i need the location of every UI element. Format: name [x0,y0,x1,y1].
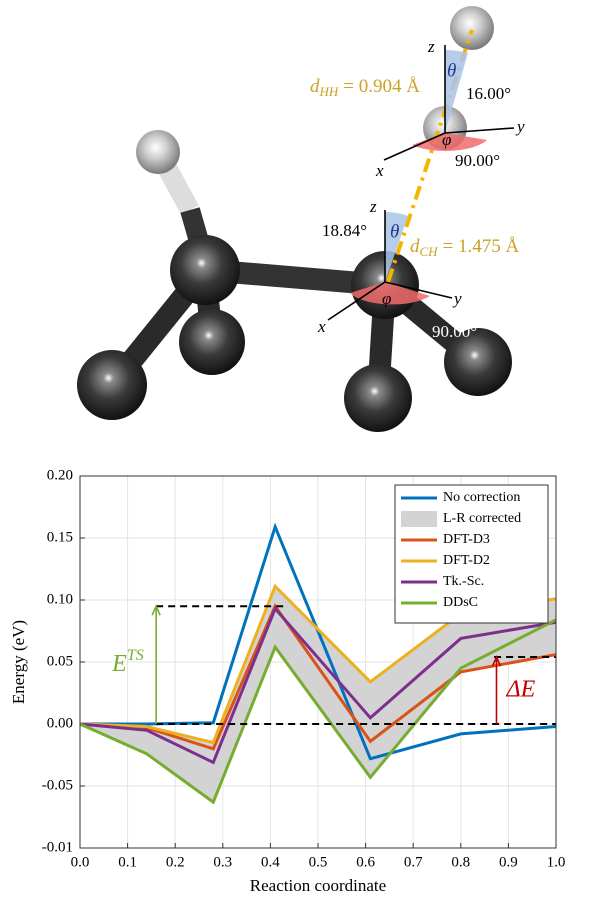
phi-label: φ [442,130,451,149]
value: = 1.475 Å [443,236,520,257]
axis [327,281,386,321]
atom [344,364,412,432]
annotation: ΔE [506,676,536,702]
theta-label: θ [390,221,399,242]
axis [383,132,446,161]
atom [450,6,494,50]
axis [384,281,453,299]
label: E [111,651,127,677]
y-tick-label: 0.10 [47,591,73,607]
atom [179,309,245,375]
legend [394,484,549,624]
legend-label: Tk.-Sc. [443,574,484,589]
x-tick-label: 0.2 [166,854,185,870]
series-line [80,522,557,761]
x-tick-label: 0.9 [499,854,518,870]
distance-label: dHH = 0.904 Å [310,76,420,99]
x-tick-label: 0.5 [309,854,328,870]
y-tick-label: 0.20 [47,467,73,483]
x-tick-label: 0.0 [71,854,90,870]
angle-label: 90.00° [455,151,500,170]
axis-label: z [427,37,435,56]
distance-label: dCH = 1.475 Å [410,236,520,259]
phi-wedge [350,282,430,305]
theta-wedge [385,212,408,282]
x-tick-label: 0.6 [356,854,375,870]
atom [77,350,147,420]
axis-label: z [369,197,377,216]
y-tick-label: -0.01 [42,839,73,855]
y-axis-label: Energy (eV) [9,620,28,704]
x-axis-label: Reaction coordinate [250,876,386,895]
subscript: CH [420,244,439,259]
legend-label: DFT-D3 [443,532,490,547]
phi-wedge [412,133,487,152]
x-tick-label: 0.3 [213,854,232,870]
atom [136,130,180,174]
legend-label: DDsC [443,595,478,610]
symbol: d [410,236,420,257]
y-tick-label: 0.15 [47,529,73,545]
band [80,586,556,803]
legend-label: L-R corrected [443,511,521,526]
superscript: TS [127,647,144,664]
y-tick-label: 0.00 [47,715,73,731]
x-tick-label: 1.0 [547,854,566,870]
angle-label: 18.84° [322,221,367,240]
axis-label: x [317,317,326,336]
angle-label: 90.00° [432,322,477,341]
axis-label: x [375,161,384,180]
theta-label: θ [447,60,456,81]
arrow-head [151,604,161,616]
angle-label: 16.00° [466,84,511,103]
y-tick-label: 0.05 [47,653,73,669]
legend-label: No correction [443,490,520,505]
series-line [79,605,557,765]
annotation: ETS [111,647,144,677]
molecule: z θ 16.00° y x φ 90.00° dHH = 0.904 Å z θ… [77,6,525,432]
plot-frame [79,475,557,849]
legend-swatch [401,511,437,527]
theta-wedge [445,49,468,134]
axis-label: y [452,289,462,308]
atom [444,328,512,396]
phi-label: φ [382,289,391,308]
x-tick-label: 0.8 [451,854,470,870]
arrow-head [491,655,502,667]
x-tick-label: 0.7 [404,854,423,870]
x-tick-label: 0.4 [261,854,280,870]
value: = 0.904 Å [343,76,420,97]
chart: 0.0 0.1 0.2 0.3 0.4 0.5 0.6 0.7 0.8 0.9 1.0 -0.01 -0… [9,467,565,894]
y-tick-label: -0.05 [42,777,73,793]
axis-label: y [515,117,525,136]
subscript: HH [319,84,339,99]
atom [170,235,240,305]
series-line [79,618,557,805]
label: ΔE [506,676,536,702]
legend-label: DFT-D2 [443,553,490,568]
x-tick-label: 0.1 [118,854,137,870]
symbol: d [310,76,320,97]
axis [444,127,515,134]
